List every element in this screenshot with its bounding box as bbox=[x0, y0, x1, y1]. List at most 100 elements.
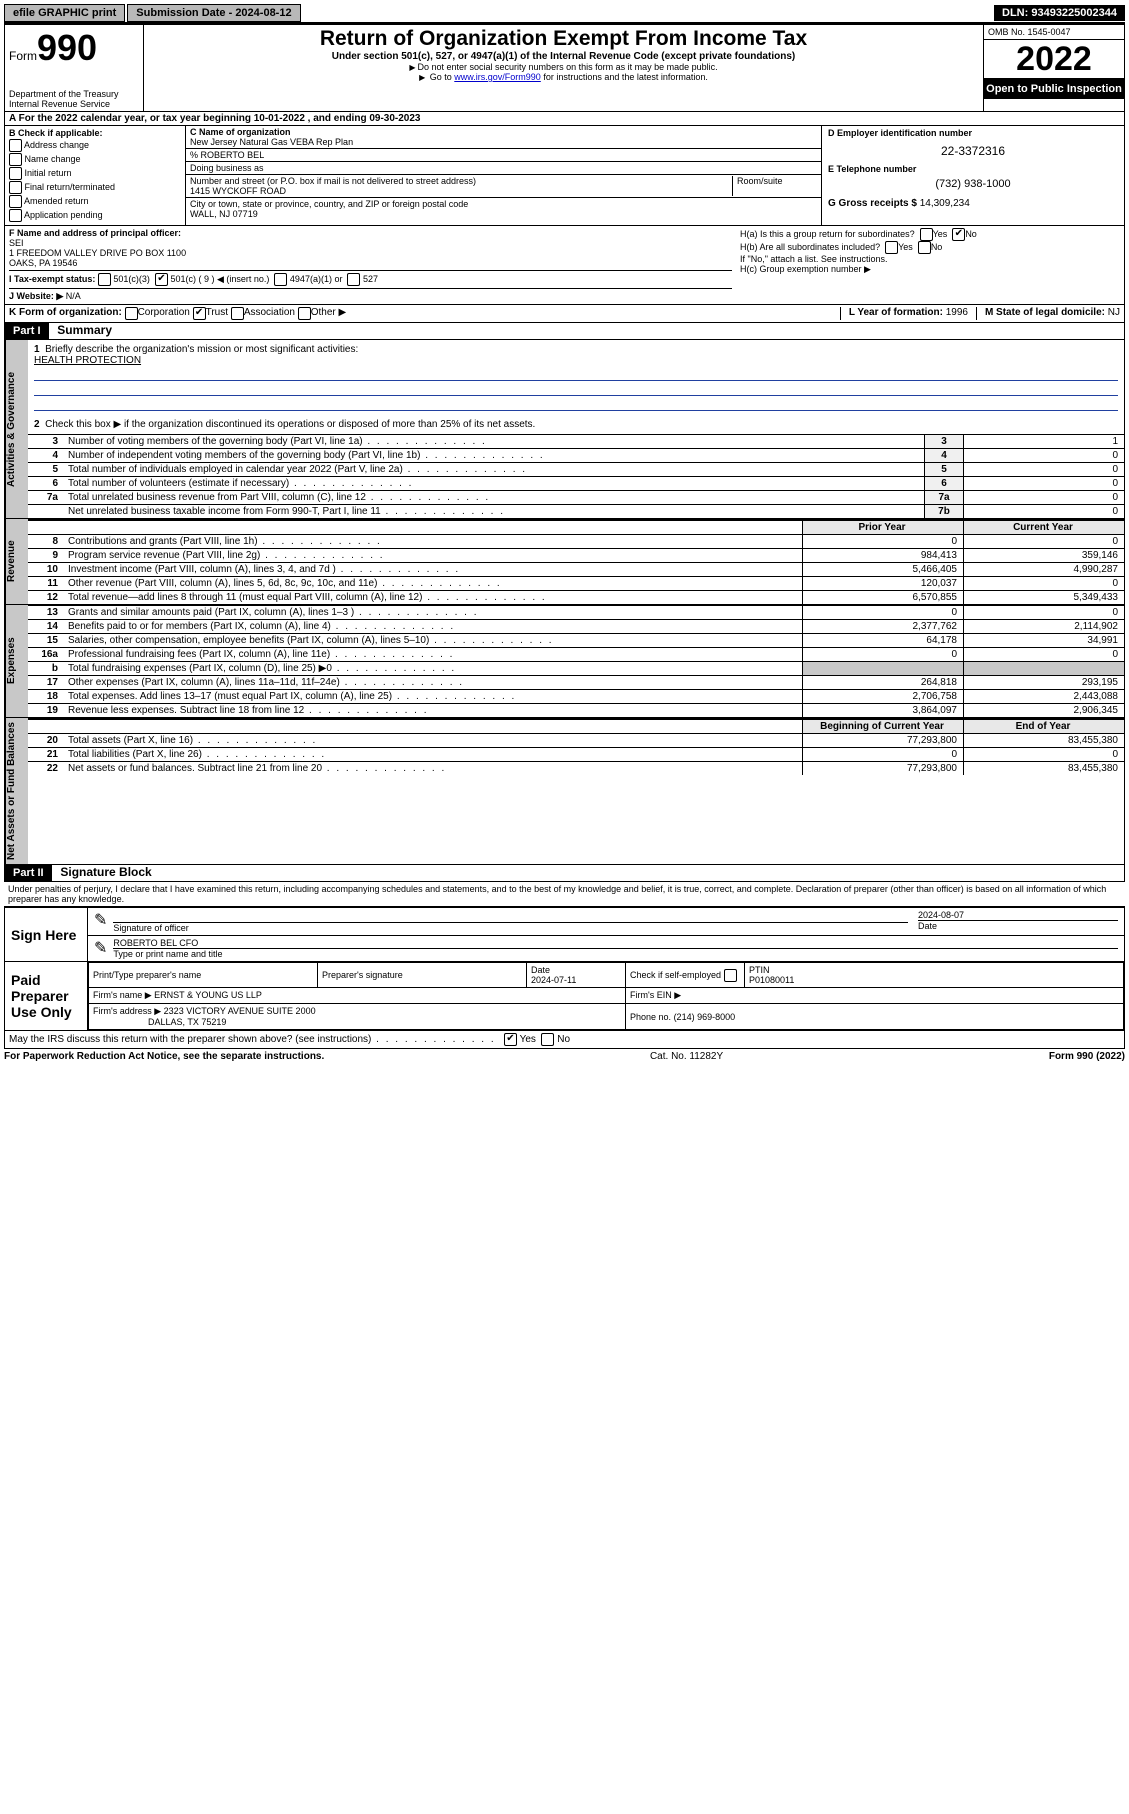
col-b: B Check if applicable: Address change Na… bbox=[5, 126, 186, 225]
efile-button[interactable]: efile GRAPHIC print bbox=[4, 4, 125, 22]
phone: (732) 938-1000 bbox=[828, 178, 1118, 190]
topbar: efile GRAPHIC print Submission Date - 20… bbox=[4, 4, 1125, 23]
prior-val: 0 bbox=[803, 535, 964, 549]
form-subtitle: Under section 501(c), 527, or 4947(a)(1)… bbox=[148, 51, 979, 62]
cb-address-change[interactable] bbox=[9, 139, 22, 152]
d-label: D Employer identification number bbox=[828, 128, 1118, 138]
cb-amended[interactable] bbox=[9, 195, 22, 208]
prior-val: 264,818 bbox=[803, 676, 964, 690]
tab-governance: Activities & Governance bbox=[5, 340, 28, 518]
pen-icon: ✎ bbox=[94, 910, 107, 933]
row-num: 20 bbox=[28, 734, 64, 748]
col-current: End of Year bbox=[964, 719, 1125, 734]
col-c: C Name of organization New Jersey Natura… bbox=[186, 126, 821, 225]
row-num: 22 bbox=[28, 762, 64, 776]
row-box: 3 bbox=[925, 435, 964, 449]
row-num: 7a bbox=[28, 491, 64, 505]
row-desc: Contributions and grants (Part VIII, lin… bbox=[64, 535, 803, 549]
line-a: A For the 2022 calendar year, or tax yea… bbox=[4, 112, 1125, 126]
mission-text: HEALTH PROTECTION bbox=[34, 355, 141, 366]
row-fh: F Name and address of principal officer:… bbox=[4, 226, 1125, 305]
cb-trust[interactable] bbox=[193, 307, 206, 320]
row-num: 16a bbox=[28, 648, 64, 662]
col-prior: Prior Year bbox=[803, 520, 964, 535]
footer-mid: Cat. No. 11282Y bbox=[650, 1051, 723, 1062]
row-desc: Total revenue—add lines 8 through 11 (mu… bbox=[64, 591, 803, 605]
row-val: 0 bbox=[964, 463, 1125, 477]
cb-527[interactable] bbox=[347, 273, 360, 286]
row-num: 9 bbox=[28, 549, 64, 563]
row-num: 3 bbox=[28, 435, 64, 449]
cb-initial-return[interactable] bbox=[9, 167, 22, 180]
g-label: G Gross receipts $ bbox=[828, 198, 917, 209]
row-val: 0 bbox=[964, 505, 1125, 519]
row-desc: Total expenses. Add lines 13–17 (must eq… bbox=[64, 690, 803, 704]
row-num bbox=[28, 505, 64, 519]
omb-number: OMB No. 1545-0047 bbox=[984, 25, 1124, 40]
dba-label: Doing business as bbox=[186, 162, 821, 175]
row-num: b bbox=[28, 662, 64, 676]
row-num: 15 bbox=[28, 634, 64, 648]
part1-title: Summary bbox=[51, 323, 112, 337]
city-label: City or town, state or province, country… bbox=[190, 199, 817, 209]
row-num: 5 bbox=[28, 463, 64, 477]
signature-block: Sign Here ✎ Signature of officer 2024-08… bbox=[4, 906, 1125, 1031]
prior-val: 6,570,855 bbox=[803, 591, 964, 605]
cb-self-employed[interactable] bbox=[724, 969, 737, 982]
cb-application-pending[interactable] bbox=[9, 209, 22, 222]
row-desc: Revenue less expenses. Subtract line 18 … bbox=[64, 704, 803, 718]
firm-addr1: 2323 VICTORY AVENUE SUITE 2000 bbox=[164, 1006, 316, 1016]
prep-name-label: Print/Type preparer's name bbox=[89, 963, 318, 988]
cb-4947[interactable] bbox=[274, 273, 287, 286]
row-num: 14 bbox=[28, 620, 64, 634]
cb-other[interactable] bbox=[298, 307, 311, 320]
row-val: 0 bbox=[964, 477, 1125, 491]
cb-ha-no[interactable] bbox=[952, 228, 965, 241]
dln-label: DLN: 93493225002344 bbox=[994, 5, 1125, 21]
section-netassets: Net Assets or Fund Balances Beginning of… bbox=[4, 718, 1125, 865]
tab-netassets: Net Assets or Fund Balances bbox=[5, 718, 28, 864]
declaration: Under penalties of perjury, I declare th… bbox=[4, 882, 1125, 906]
row-num: 12 bbox=[28, 591, 64, 605]
cb-ha-yes[interactable] bbox=[920, 228, 933, 241]
c-name-label: C Name of organization bbox=[190, 127, 817, 137]
row-desc: Other expenses (Part IX, column (A), lin… bbox=[64, 676, 803, 690]
cb-final-return[interactable] bbox=[9, 181, 22, 194]
row-box: 7b bbox=[925, 505, 964, 519]
current-val: 5,349,433 bbox=[964, 591, 1125, 605]
cb-name-change[interactable] bbox=[9, 153, 22, 166]
netassets-table: Beginning of Current Year End of Year20 … bbox=[28, 718, 1124, 775]
current-val: 2,906,345 bbox=[964, 704, 1125, 718]
prior-val: 2,377,762 bbox=[803, 620, 964, 634]
tax-year: 2022 bbox=[984, 40, 1124, 79]
cb-501c[interactable] bbox=[155, 273, 168, 286]
irs-link[interactable]: www.irs.gov/Form990 bbox=[454, 72, 541, 82]
row-desc: Total unrelated business revenue from Pa… bbox=[64, 491, 925, 505]
k-label: K Form of organization: bbox=[9, 307, 122, 320]
cb-discuss-yes[interactable] bbox=[504, 1033, 517, 1046]
ein: 22-3372316 bbox=[828, 144, 1118, 158]
prior-val: 5,466,405 bbox=[803, 563, 964, 577]
part2-header: Part II Signature Block bbox=[4, 865, 1125, 882]
type-name-label: Type or print name and title bbox=[113, 948, 1118, 959]
street-address: 1415 WYCKOFF ROAD bbox=[190, 186, 732, 196]
prior-val: 0 bbox=[803, 606, 964, 620]
prior-val: 3,864,097 bbox=[803, 704, 964, 718]
cb-hb-no[interactable] bbox=[918, 241, 931, 254]
section-revenue: Revenue Prior Year Current Year8 Contrib… bbox=[4, 519, 1125, 605]
row-num: 19 bbox=[28, 704, 64, 718]
cb-assoc[interactable] bbox=[231, 307, 244, 320]
cb-hb-yes[interactable] bbox=[885, 241, 898, 254]
cb-501c3[interactable] bbox=[98, 273, 111, 286]
prior-val: 984,413 bbox=[803, 549, 964, 563]
officer-name: SEI bbox=[9, 238, 732, 248]
current-val: 0 bbox=[964, 535, 1125, 549]
prior-val: 64,178 bbox=[803, 634, 964, 648]
cb-corp[interactable] bbox=[125, 307, 138, 320]
cb-discuss-no[interactable] bbox=[541, 1033, 554, 1046]
current-val: 0 bbox=[964, 606, 1125, 620]
header-mid: Return of Organization Exempt From Incom… bbox=[144, 25, 983, 111]
prior-val bbox=[803, 662, 964, 676]
col-prior: Beginning of Current Year bbox=[803, 719, 964, 734]
row-desc: Total liabilities (Part X, line 26) bbox=[64, 748, 803, 762]
